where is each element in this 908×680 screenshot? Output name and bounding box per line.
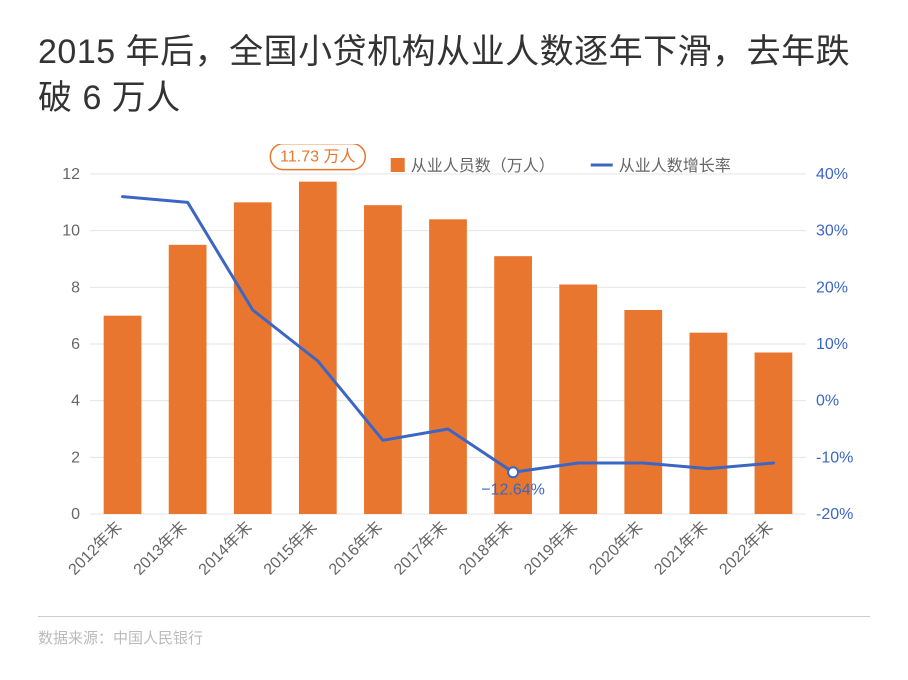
svg-text:12: 12 xyxy=(62,166,80,183)
svg-text:2019年末: 2019年末 xyxy=(520,518,581,579)
svg-text:-20%: -20% xyxy=(816,506,853,523)
svg-text:8: 8 xyxy=(71,279,80,296)
svg-text:2021年末: 2021年末 xyxy=(651,518,712,579)
svg-text:11.73 万人: 11.73 万人 xyxy=(280,147,355,165)
svg-text:40%: 40% xyxy=(816,166,848,183)
svg-text:2: 2 xyxy=(71,449,80,466)
svg-text:2018年末: 2018年末 xyxy=(455,518,516,579)
svg-text:2014年末: 2014年末 xyxy=(195,518,256,579)
chart-title: 2015 年后，全国小贷机构从业人数逐年下滑，去年跌破 6 万人 xyxy=(38,30,870,122)
svg-text:2020年末: 2020年末 xyxy=(586,518,647,579)
chart-svg: 0 2 4 6 8 10 12 -20% -10% 0% 10% 20% 30% 40% −12.64% 11… xyxy=(38,144,870,604)
svg-text:从业人数增长率: 从业人数增长率 xyxy=(619,157,731,175)
svg-text:2015年末: 2015年末 xyxy=(260,518,321,579)
svg-text:10%: 10% xyxy=(816,336,848,353)
svg-text:2022年末: 2022年末 xyxy=(716,518,777,579)
svg-text:2016年末: 2016年末 xyxy=(325,518,386,579)
chart-container: 2015 年后，全国小贷机构从业人数逐年下滑，去年跌破 6 万人 0 2 4 6 8 10… xyxy=(0,0,908,680)
svg-text:0: 0 xyxy=(71,506,80,523)
svg-text:10: 10 xyxy=(62,222,80,239)
svg-text:30%: 30% xyxy=(816,222,848,239)
chart-plot-area: 0 2 4 6 8 10 12 -20% -10% 0% 10% 20% 30% 40% −12.64% 11… xyxy=(38,144,870,604)
svg-text:6: 6 xyxy=(71,336,80,353)
svg-text:-10%: -10% xyxy=(816,449,853,466)
svg-text:20%: 20% xyxy=(816,279,848,296)
svg-text:2013年末: 2013年末 xyxy=(130,518,191,579)
source-line: 数据来源：中国人民银行 xyxy=(38,616,870,648)
svg-text:2017年末: 2017年末 xyxy=(390,518,451,579)
svg-text:−12.64%: −12.64% xyxy=(481,481,545,498)
svg-text:从业人员数（万人）: 从业人员数（万人） xyxy=(411,157,555,175)
svg-text:2012年末: 2012年末 xyxy=(65,518,126,579)
svg-text:0%: 0% xyxy=(816,392,839,409)
svg-text:4: 4 xyxy=(71,392,80,409)
